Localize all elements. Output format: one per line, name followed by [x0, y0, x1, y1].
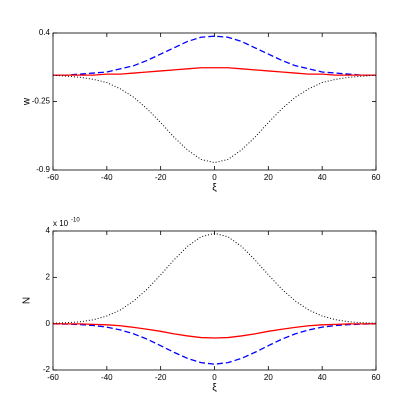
x-tick-label: 0 — [212, 173, 217, 182]
x-tick-label: 20 — [264, 373, 273, 382]
series-line — [52, 232, 377, 324]
x-tick-label: -60 — [47, 373, 59, 382]
x-tick-label: -40 — [101, 173, 113, 182]
y-tick-label: 4 — [46, 226, 51, 235]
x-tick-label: 40 — [318, 373, 327, 382]
x-tick-label: 60 — [372, 173, 381, 182]
y-axis-label: N — [22, 297, 33, 304]
series-line — [52, 323, 377, 339]
y-axis-label: w — [22, 97, 33, 106]
x-tick-label: -40 — [101, 373, 113, 382]
x-tick-label: -60 — [47, 173, 59, 182]
y-tick-label: -0.9 — [36, 165, 50, 174]
series-line — [52, 74, 377, 164]
x-tick-label: -20 — [155, 173, 167, 182]
x-tick-label: 0 — [212, 373, 217, 382]
y-offset-exponent: -10 — [71, 218, 80, 224]
y-tick-label: 0.4 — [39, 28, 51, 37]
plot-area — [52, 32, 377, 171]
series-line — [52, 323, 377, 365]
y-offset-label: x 10 — [53, 219, 69, 228]
y-tick-label: 0 — [46, 319, 51, 328]
x-tick-label: 60 — [372, 373, 381, 382]
x-axis-label: ξ — [212, 183, 217, 194]
plot-area — [52, 230, 377, 371]
x-tick-label: 20 — [264, 173, 273, 182]
series-line — [53, 67, 376, 76]
series-line — [53, 35, 376, 76]
x-tick-label: 40 — [318, 173, 327, 182]
x-tick-label: -20 — [155, 373, 167, 382]
y-tick-label: 2 — [46, 272, 51, 281]
y-tick-label: -2 — [43, 365, 51, 374]
x-axis-label: ξ — [212, 383, 217, 394]
y-tick-label: -0.25 — [32, 97, 51, 106]
